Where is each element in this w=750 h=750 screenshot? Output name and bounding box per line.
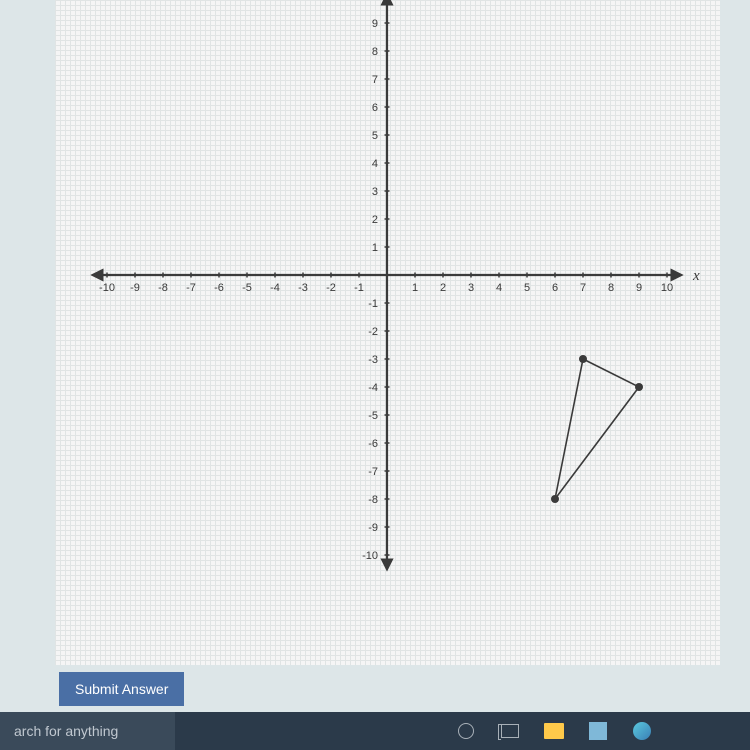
store-icon[interactable] [587, 720, 609, 742]
svg-text:7: 7 [372, 74, 378, 86]
search-input[interactable]: arch for anything [0, 712, 175, 750]
svg-text:8: 8 [372, 46, 378, 58]
svg-text:-8: -8 [158, 282, 168, 294]
svg-text:-3: -3 [298, 282, 308, 294]
cortana-icon[interactable] [455, 720, 477, 742]
svg-text:4: 4 [372, 158, 378, 170]
svg-text:-9: -9 [130, 282, 140, 294]
file-explorer-icon[interactable] [543, 720, 565, 742]
svg-text:7: 7 [580, 282, 586, 294]
svg-text:-2: -2 [368, 326, 378, 338]
svg-text:-4: -4 [368, 382, 378, 394]
svg-text:-1: -1 [368, 298, 378, 310]
svg-text:-6: -6 [214, 282, 224, 294]
svg-text:3: 3 [372, 186, 378, 198]
svg-text:-1: -1 [354, 282, 364, 294]
svg-text:8: 8 [608, 282, 614, 294]
svg-text:3: 3 [468, 282, 474, 294]
svg-text:-9: -9 [368, 522, 378, 534]
svg-text:x: x [692, 268, 700, 284]
svg-text:9: 9 [372, 18, 378, 30]
content-area: -10 -9 -8 -7 -6 -5 -4 -3 -2 -1 1 2 3 4 5 6 7 8 9 10 -10 -9 -8 -… [55, 0, 720, 665]
svg-text:5: 5 [524, 282, 530, 294]
svg-text:-4: -4 [270, 282, 280, 294]
svg-text:1: 1 [412, 282, 418, 294]
svg-text:6: 6 [552, 282, 558, 294]
svg-text:-8: -8 [368, 494, 378, 506]
svg-text:9: 9 [636, 282, 642, 294]
coordinate-graph[interactable]: -10 -9 -8 -7 -6 -5 -4 -3 -2 -1 1 2 3 4 5 6 7 8 9 10 -10 -9 -8 -… [55, 0, 720, 600]
svg-text:6: 6 [372, 102, 378, 114]
svg-text:-7: -7 [186, 282, 196, 294]
svg-text:5: 5 [372, 130, 378, 142]
svg-text:2: 2 [440, 282, 446, 294]
svg-text:-7: -7 [368, 466, 378, 478]
taskbar: arch for anything [0, 712, 750, 750]
svg-text:1: 1 [372, 242, 378, 254]
svg-text:-10: -10 [99, 282, 115, 294]
taskbar-icons [455, 720, 653, 742]
submit-answer-button[interactable]: Submit Answer [59, 672, 184, 706]
svg-text:-2: -2 [326, 282, 336, 294]
graph-wrapper[interactable]: -10 -9 -8 -7 -6 -5 -4 -3 -2 -1 1 2 3 4 5 6 7 8 9 10 -10 -9 -8 -… [55, 0, 720, 600]
svg-text:10: 10 [661, 282, 673, 294]
svg-text:2: 2 [372, 214, 378, 226]
svg-text:-10: -10 [362, 550, 378, 562]
edge-icon[interactable] [631, 720, 653, 742]
svg-text:-6: -6 [368, 438, 378, 450]
task-view-icon[interactable] [499, 720, 521, 742]
svg-text:-5: -5 [368, 410, 378, 422]
svg-text:4: 4 [496, 282, 502, 294]
svg-text:-3: -3 [368, 354, 378, 366]
svg-text:-5: -5 [242, 282, 252, 294]
